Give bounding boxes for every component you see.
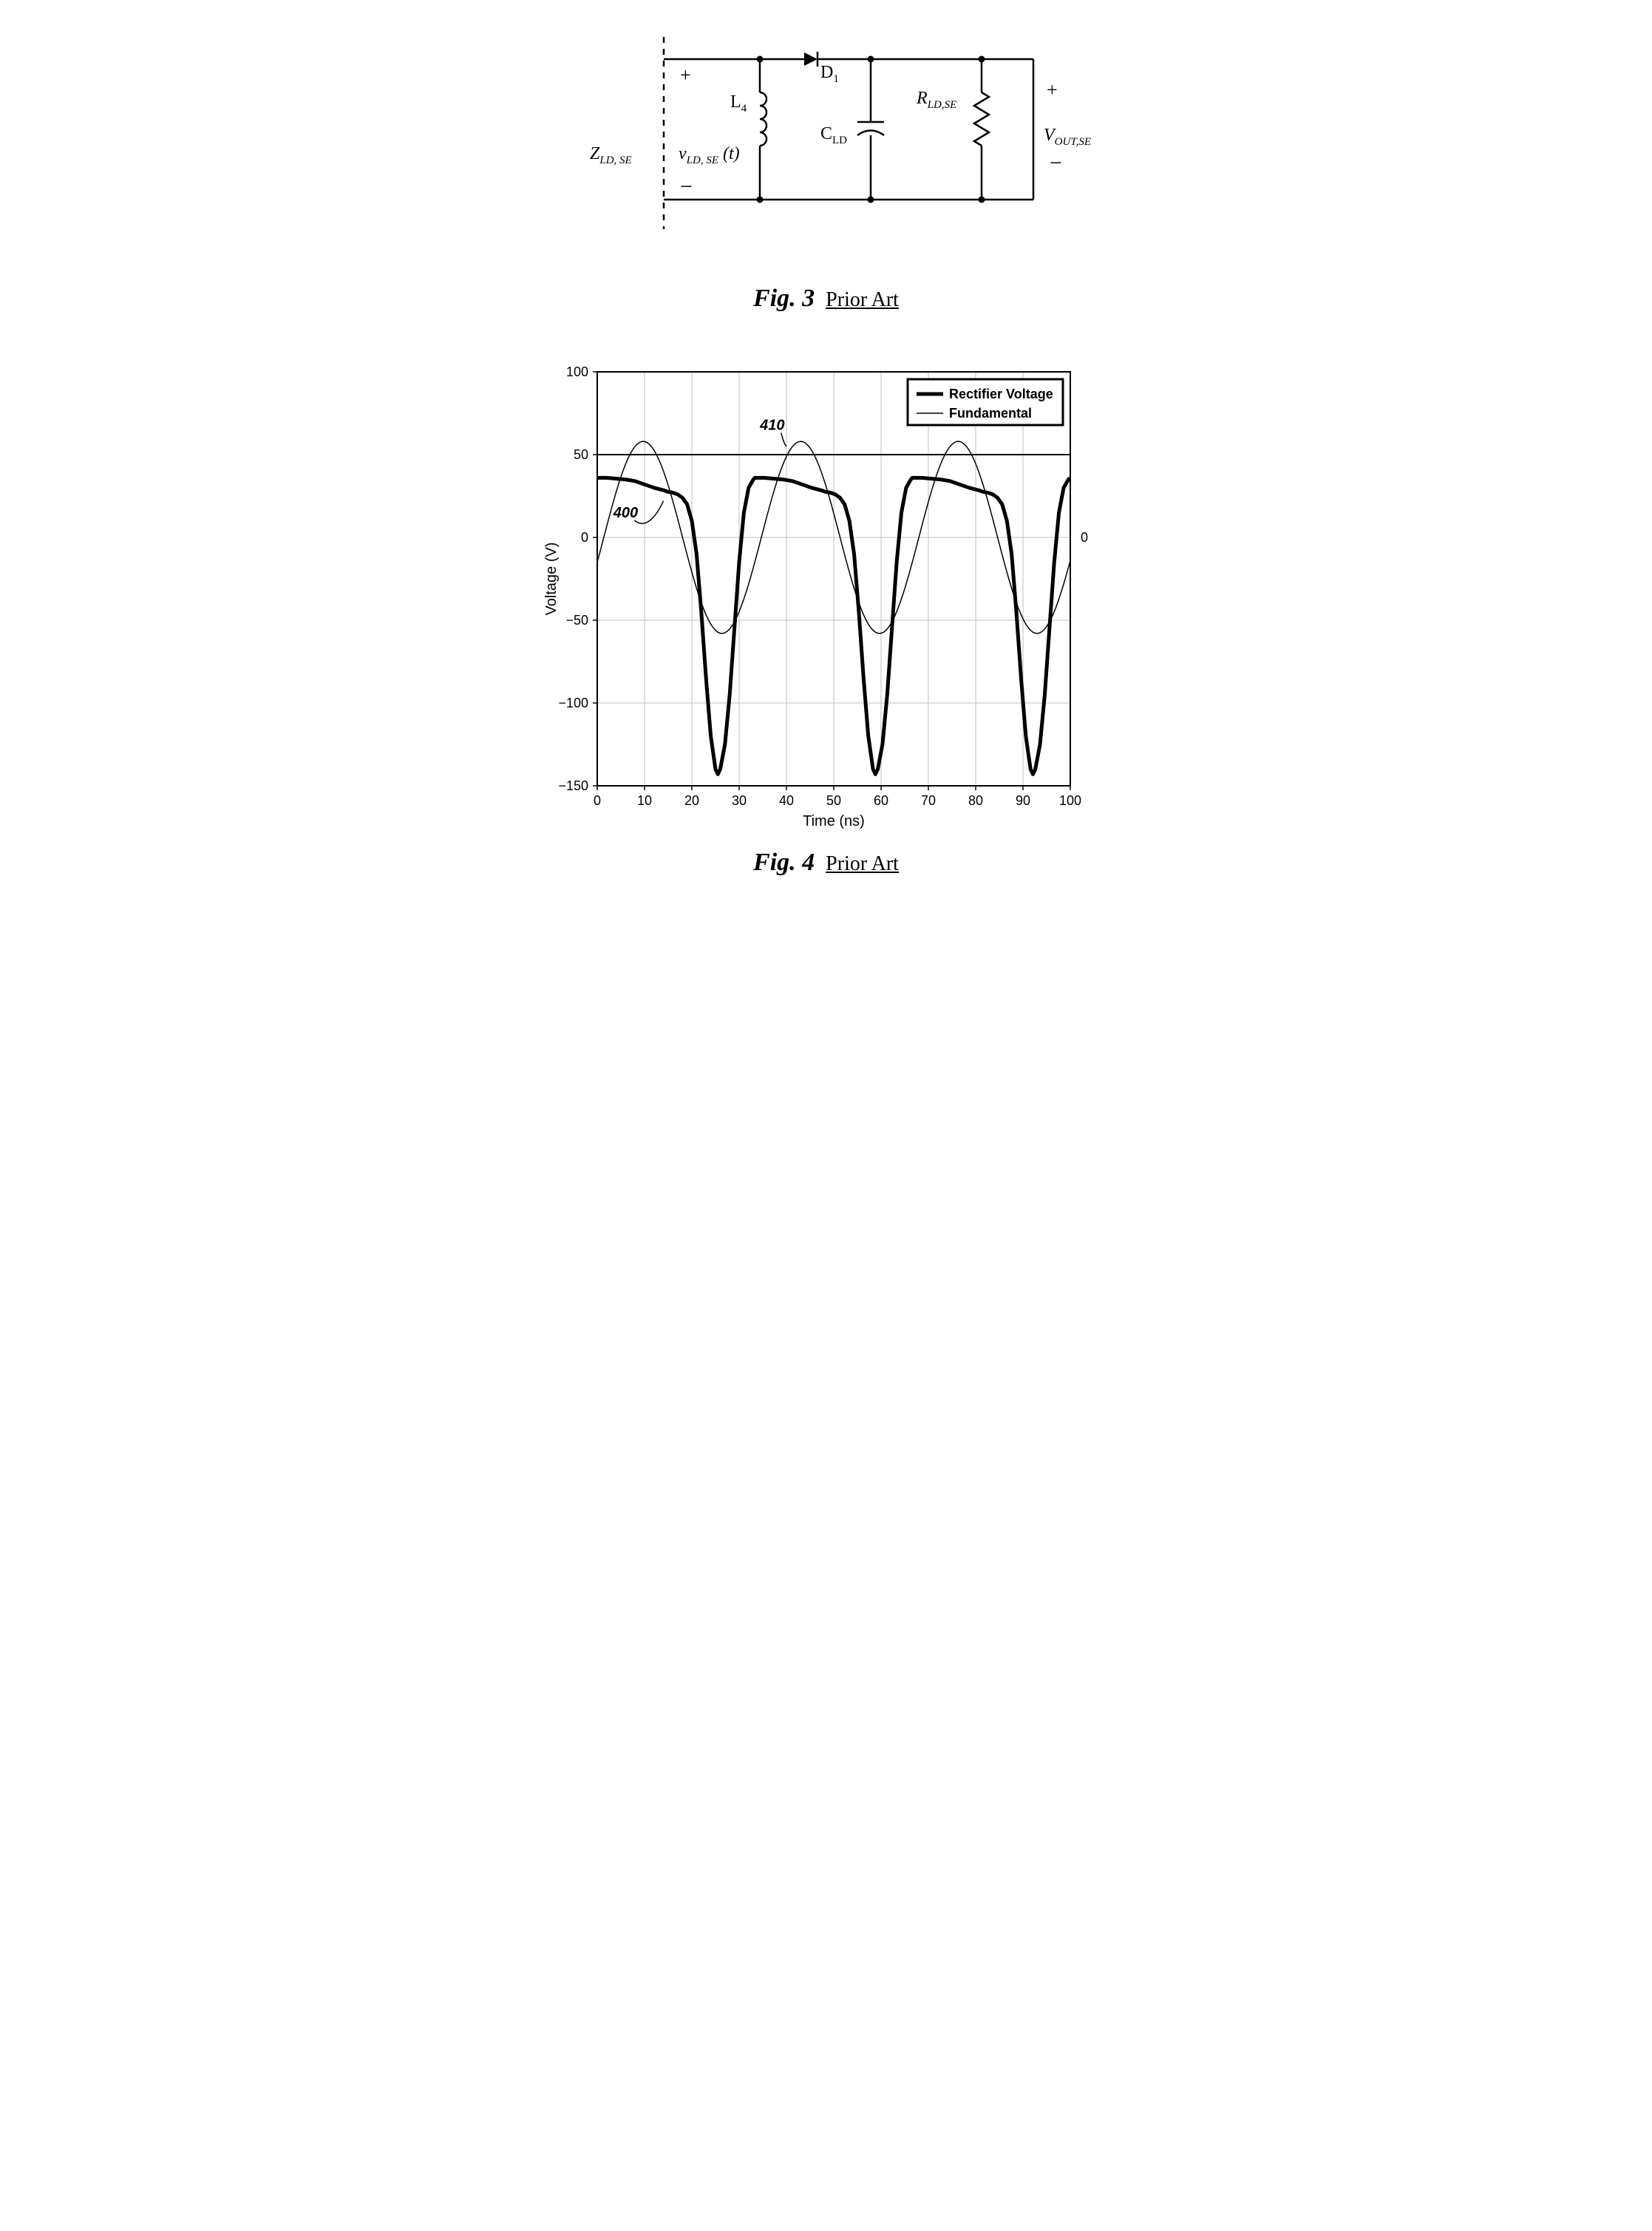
circuit-diagram: ZLD, SE + − vLD, SE (t) L4 D1 CLD RLD,SE + − VOUT,… [545,30,1107,266]
svg-text:−100: −100 [558,696,588,710]
figure-3: ZLD, SE + − vLD, SE (t) L4 D1 CLD RLD,SE + − VOUT,… [545,30,1107,313]
svg-text:ZLD, SE: ZLD, SE [590,144,632,166]
svg-text:Voltage (V): Voltage (V) [543,543,560,616]
svg-text:100: 100 [1058,793,1081,808]
svg-text:VOUT,SE: VOUT,SE [1044,126,1091,148]
svg-text:0: 0 [593,793,600,808]
svg-text:D1: D1 [820,63,839,85]
figure-4: 0 10 20 30 40 50 60 70 80 90 100 −150 −100 −50 0 50 100 0… [538,357,1115,877]
fig4-caption: Fig. 4 Prior Art [538,849,1115,877]
svg-text:−50: −50 [565,613,588,628]
voltage-chart: 0 10 20 30 40 50 60 70 80 90 100 −150 −100 −50 0 50 100 0… [538,357,1115,830]
svg-text:+: + [680,64,691,86]
svg-text:+: + [1047,79,1058,101]
svg-text:0: 0 [1081,530,1088,545]
svg-text:80: 80 [968,793,982,808]
svg-text:Time (ns): Time (ns) [803,813,865,829]
svg-text:L4: L4 [730,92,747,115]
svg-text:−: − [1050,151,1062,175]
svg-text:410: 410 [759,417,784,433]
svg-text:400: 400 [612,505,637,521]
fig3-label: Fig. 3 [753,285,815,312]
svg-text:−: − [680,174,693,199]
svg-text:50: 50 [573,447,588,462]
svg-text:0: 0 [580,530,588,545]
svg-text:40: 40 [778,793,793,808]
svg-text:vLD, SE (t): vLD, SE (t) [679,144,740,166]
svg-text:10: 10 [636,793,651,808]
svg-text:60: 60 [873,793,888,808]
svg-text:−150: −150 [558,778,588,793]
fig4-label: Fig. 4 [753,849,815,876]
svg-text:CLD: CLD [820,124,847,146]
svg-text:RLD,SE: RLD,SE [916,89,956,111]
svg-text:50: 50 [826,793,840,808]
svg-text:20: 20 [684,793,698,808]
svg-text:70: 70 [920,793,935,808]
svg-text:Rectifier Voltage: Rectifier Voltage [949,387,1053,401]
fig3-priorart: Prior Art [826,288,899,311]
svg-text:90: 90 [1015,793,1030,808]
svg-text:30: 30 [731,793,746,808]
svg-text:Fundamental: Fundamental [949,406,1032,421]
svg-text:100: 100 [565,364,588,379]
fig3-caption: Fig. 3 Prior Art [545,285,1107,313]
fig4-priorart: Prior Art [826,852,899,875]
